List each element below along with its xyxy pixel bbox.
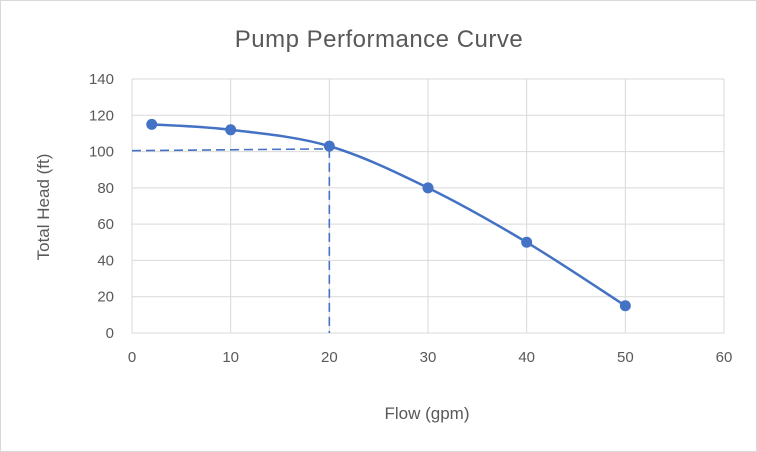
chart-title: Pump Performance Curve bbox=[235, 26, 523, 53]
y-tick-labels: 0 20 40 60 80 100 120 140 bbox=[89, 71, 114, 342]
data-point bbox=[619, 300, 631, 312]
x-tick-labels: 0 10 20 30 40 50 60 bbox=[128, 349, 733, 366]
x-tick-label: 20 bbox=[321, 349, 338, 366]
y-tick-label: 100 bbox=[89, 144, 114, 161]
x-axis-label: Flow (gpm) bbox=[384, 404, 469, 423]
data-point bbox=[225, 124, 237, 136]
y-tick-label: 20 bbox=[97, 289, 114, 306]
y-tick-label: 120 bbox=[89, 107, 114, 124]
y-tick-label: 140 bbox=[89, 71, 114, 88]
x-tick-label: 50 bbox=[617, 349, 634, 366]
y-axis-label: Total Head (ft) bbox=[34, 154, 53, 261]
data-point bbox=[323, 140, 335, 152]
y-tick-label: 0 bbox=[106, 325, 114, 342]
x-tick-label: 0 bbox=[128, 349, 136, 366]
data-point bbox=[521, 236, 533, 248]
y-tick-label: 40 bbox=[97, 252, 114, 269]
x-tick-label: 40 bbox=[518, 349, 535, 366]
y-tick-label: 60 bbox=[97, 216, 114, 233]
data-point bbox=[146, 118, 158, 130]
x-tick-label: 60 bbox=[716, 349, 733, 366]
x-tick-label: 10 bbox=[222, 349, 239, 366]
x-tick-label: 30 bbox=[420, 349, 437, 366]
reference-line bbox=[131, 148, 330, 152]
data-point bbox=[422, 182, 434, 194]
data-markers bbox=[146, 118, 631, 312]
y-tick-label: 80 bbox=[97, 180, 114, 197]
reference-lines bbox=[131, 148, 331, 333]
grid-lines bbox=[131, 78, 725, 334]
